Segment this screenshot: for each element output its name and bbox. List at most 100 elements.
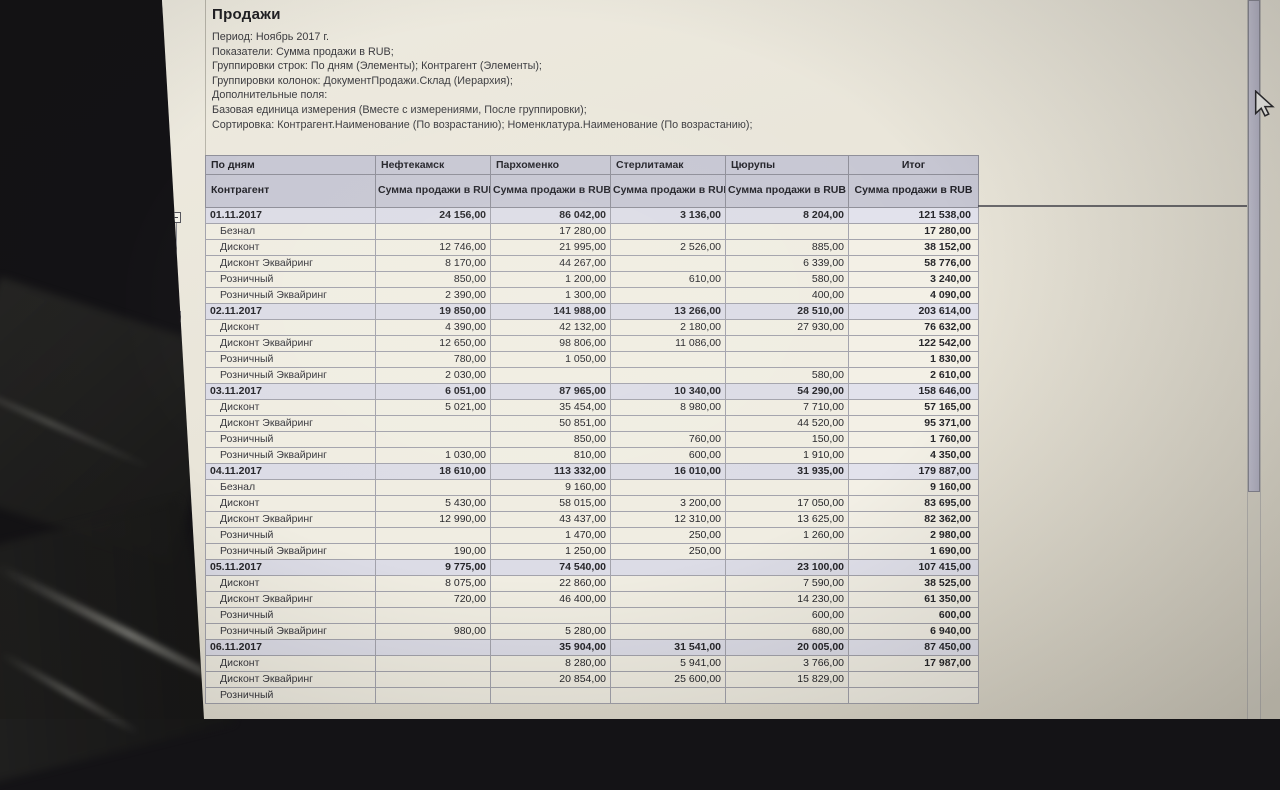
counterparty-label-cell[interactable]: Розничный: [205, 687, 376, 704]
value-cell[interactable]: 1 260,00: [725, 527, 849, 544]
value-cell[interactable]: 400,00: [725, 287, 849, 304]
value-cell[interactable]: 8 204,00: [725, 207, 849, 224]
value-cell[interactable]: 58 015,00: [490, 495, 611, 512]
value-cell[interactable]: 113 332,00: [490, 463, 611, 480]
measure-header[interactable]: Сумма продажи в RUB: [490, 174, 611, 208]
value-cell[interactable]: 14 230,00: [725, 591, 849, 608]
value-cell[interactable]: 74 540,00: [490, 559, 611, 576]
row-dimension-header-2[interactable]: Контрагент: [205, 174, 376, 208]
column-header-total[interactable]: Итог: [848, 155, 979, 175]
value-cell[interactable]: 1 300,00: [490, 287, 611, 304]
total-value-cell[interactable]: 17 987,00: [848, 655, 979, 672]
value-cell[interactable]: 5 941,00: [610, 655, 726, 672]
date-label-cell[interactable]: 06.11.2017: [205, 639, 376, 656]
value-cell[interactable]: [490, 687, 611, 704]
column-header-sterlitamak[interactable]: Стерлитамак: [610, 155, 726, 175]
total-value-cell[interactable]: [848, 671, 979, 688]
value-cell[interactable]: 1 470,00: [490, 527, 611, 544]
total-value-cell[interactable]: 107 415,00: [848, 559, 979, 576]
value-cell[interactable]: 17 050,00: [725, 495, 849, 512]
value-cell[interactable]: [375, 671, 491, 688]
value-cell[interactable]: 98 806,00: [490, 335, 611, 352]
value-cell[interactable]: 5 430,00: [375, 495, 491, 512]
counterparty-label-cell[interactable]: Дисконт: [205, 399, 376, 416]
value-cell[interactable]: 23 100,00: [725, 559, 849, 576]
value-cell[interactable]: 810,00: [490, 447, 611, 464]
counterparty-label-cell[interactable]: Безнал: [205, 223, 376, 240]
counterparty-label-cell[interactable]: Дисконт: [205, 239, 376, 256]
total-value-cell[interactable]: 1 830,00: [848, 351, 979, 368]
value-cell[interactable]: 250,00: [610, 527, 726, 544]
value-cell[interactable]: 7 710,00: [725, 399, 849, 416]
value-cell[interactable]: [725, 543, 849, 560]
value-cell[interactable]: 3 766,00: [725, 655, 849, 672]
value-cell[interactable]: 9 775,00: [375, 559, 491, 576]
value-cell[interactable]: 12 990,00: [375, 511, 491, 528]
value-cell[interactable]: [375, 655, 491, 672]
counterparty-label-cell[interactable]: Дисконт Эквайринг: [205, 671, 376, 688]
value-cell[interactable]: 720,00: [375, 591, 491, 608]
value-cell[interactable]: 13 625,00: [725, 511, 849, 528]
value-cell[interactable]: [375, 687, 491, 704]
value-cell[interactable]: 87 965,00: [490, 383, 611, 400]
value-cell[interactable]: [375, 415, 491, 432]
value-cell[interactable]: 600,00: [610, 447, 726, 464]
measure-header[interactable]: Сумма продажи в RUB: [848, 174, 979, 208]
total-value-cell[interactable]: 1 760,00: [848, 431, 979, 448]
total-value-cell[interactable]: 3 240,00: [848, 271, 979, 288]
value-cell[interactable]: [375, 479, 491, 496]
value-cell[interactable]: [725, 687, 849, 704]
total-value-cell[interactable]: 17 280,00: [848, 223, 979, 240]
counterparty-label-cell[interactable]: Дисконт Эквайринг: [205, 511, 376, 528]
counterparty-label-cell[interactable]: Безнал: [205, 479, 376, 496]
value-cell[interactable]: 12 746,00: [375, 239, 491, 256]
value-cell[interactable]: 141 988,00: [490, 303, 611, 320]
value-cell[interactable]: [375, 431, 491, 448]
total-value-cell[interactable]: 4 350,00: [848, 447, 979, 464]
total-value-cell[interactable]: 4 090,00: [848, 287, 979, 304]
value-cell[interactable]: 11 086,00: [610, 335, 726, 352]
value-cell[interactable]: 2 030,00: [375, 367, 491, 384]
value-cell[interactable]: 22 860,00: [490, 575, 611, 592]
value-cell[interactable]: 1 910,00: [725, 447, 849, 464]
value-cell[interactable]: 20 005,00: [725, 639, 849, 656]
date-label-cell[interactable]: 04.11.2017: [205, 463, 376, 480]
value-cell[interactable]: 850,00: [490, 431, 611, 448]
value-cell[interactable]: 54 290,00: [725, 383, 849, 400]
counterparty-label-cell[interactable]: Розничный: [205, 351, 376, 368]
value-cell[interactable]: 18 610,00: [375, 463, 491, 480]
measure-header[interactable]: Сумма продажи в RUB: [725, 174, 849, 208]
counterparty-label-cell[interactable]: Розничный: [205, 527, 376, 544]
value-cell[interactable]: 46 400,00: [490, 591, 611, 608]
value-cell[interactable]: [610, 351, 726, 368]
total-value-cell[interactable]: 122 542,00: [848, 335, 979, 352]
value-cell[interactable]: 580,00: [725, 367, 849, 384]
value-cell[interactable]: [725, 351, 849, 368]
value-cell[interactable]: [610, 687, 726, 704]
total-value-cell[interactable]: 83 695,00: [848, 495, 979, 512]
total-value-cell[interactable]: [848, 687, 979, 704]
value-cell[interactable]: 850,00: [375, 271, 491, 288]
value-cell[interactable]: 5 021,00: [375, 399, 491, 416]
total-value-cell[interactable]: 87 450,00: [848, 639, 979, 656]
vertical-scrollbar[interactable]: [1247, 0, 1261, 719]
measure-header[interactable]: Сумма продажи в RUB: [375, 174, 491, 208]
value-cell[interactable]: 50 851,00: [490, 415, 611, 432]
total-value-cell[interactable]: 58 776,00: [848, 255, 979, 272]
value-cell[interactable]: 7 590,00: [725, 575, 849, 592]
total-value-cell[interactable]: 76 632,00: [848, 319, 979, 336]
value-cell[interactable]: 8 980,00: [610, 399, 726, 416]
value-cell[interactable]: 8 280,00: [490, 655, 611, 672]
value-cell[interactable]: 44 520,00: [725, 415, 849, 432]
value-cell[interactable]: [610, 367, 726, 384]
date-label-cell[interactable]: 03.11.2017: [205, 383, 376, 400]
value-cell[interactable]: [610, 223, 726, 240]
counterparty-label-cell[interactable]: Дисконт Эквайринг: [205, 591, 376, 608]
total-value-cell[interactable]: 82 362,00: [848, 511, 979, 528]
total-value-cell[interactable]: 2 980,00: [848, 527, 979, 544]
value-cell[interactable]: 2 180,00: [610, 319, 726, 336]
value-cell[interactable]: 2 390,00: [375, 287, 491, 304]
value-cell[interactable]: [490, 367, 611, 384]
counterparty-label-cell[interactable]: Розничный Эквайринг: [205, 447, 376, 464]
value-cell[interactable]: 31 541,00: [610, 639, 726, 656]
